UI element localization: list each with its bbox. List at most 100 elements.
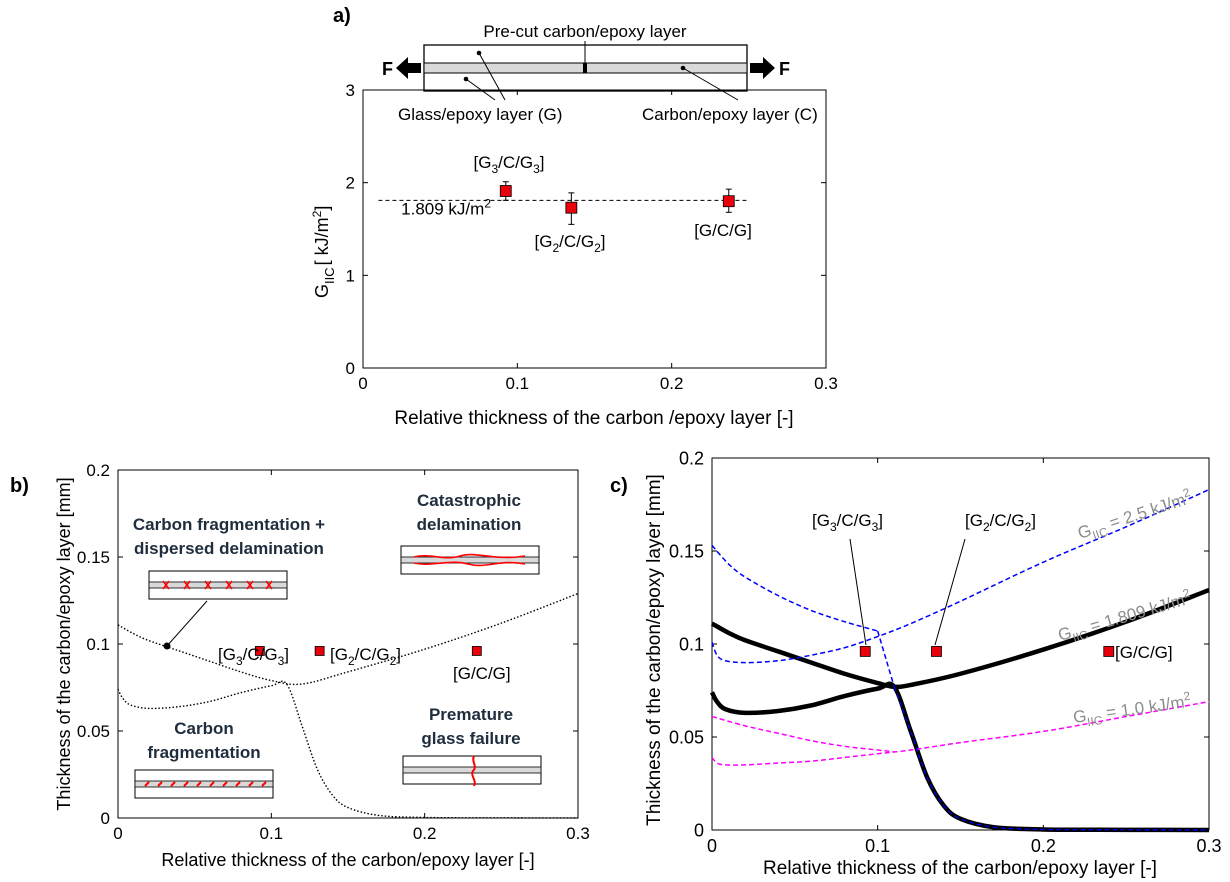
plot-c-series — [709, 488, 1210, 833]
y-tick-label: 1 — [346, 266, 355, 285]
b-point-label-g2cg2: [G2/C/G2] — [330, 645, 401, 668]
precut-label: Pre-cut carbon/epoxy layer — [483, 22, 686, 41]
x-tick-label: 0.1 — [506, 374, 530, 393]
icon-frag — [134, 769, 274, 799]
curve-label-1-809: GIIC = 1.809 kJ/m2 — [1055, 586, 1195, 649]
icon-frag-dispersed — [148, 570, 288, 600]
data-point-marker — [859, 646, 871, 657]
point-label-g2cg2: [G2/C/G2] — [534, 232, 605, 255]
region-labels: Carbon fragmentation + dispersed delamin… — [133, 491, 522, 762]
frag-dispersed-dot — [163, 642, 171, 650]
data-point-marker — [471, 646, 482, 656]
curve-label-2-5: GIIC = 2.5 kJ/m2 — [1074, 485, 1195, 547]
x-tick-label: 0.3 — [814, 374, 838, 393]
plot-b-ticks: 0 0.1 0.2 0.3 0 0.05 0.1 0.15 0.2 — [77, 461, 590, 843]
data-point-marker — [314, 646, 325, 656]
plot-b-points — [254, 646, 482, 656]
curve-label-1-0: GIIC = 1.0 kJ/m2 — [1071, 689, 1193, 731]
region-frag-2: fragmentation — [147, 743, 260, 762]
y-tick-label: 0 — [694, 820, 704, 840]
series-line-magenta — [711, 715, 895, 753]
panel-a-tag: a) — [333, 5, 351, 27]
c-point-label-g3cg3: [G3/C/G3] — [812, 511, 883, 534]
b-point-label-gcg: [G/C/G] — [453, 664, 511, 683]
carbon-leader — [682, 67, 739, 101]
icon-catastrophic — [400, 545, 540, 575]
plot-c-ylabel: Thickness of the carbon/epoxy layer [mm] — [644, 474, 665, 826]
frag-dispersed-leader — [166, 600, 208, 647]
plot-c-points — [859, 646, 1115, 657]
y-tick-label: 0.15 — [77, 548, 110, 567]
series-line-blue — [876, 630, 895, 687]
y-tick-label: 0.1 — [679, 634, 704, 654]
fragment-crosses-icon — [162, 580, 273, 590]
data-point-marker — [1103, 646, 1115, 657]
series-line-blue_overlay — [893, 686, 1210, 831]
c-leader-g2cg2 — [934, 538, 966, 646]
c-point-label-g2cg2: [G2/C/G2] — [965, 511, 1036, 534]
data-point-marker — [722, 195, 735, 208]
c-point-label-gcg: [G/C/G] — [1115, 643, 1173, 662]
x-tick-label: 0.1 — [865, 836, 890, 856]
y-tick-label: 0 — [346, 359, 355, 378]
b-point-label-g3cg3: [G3/C/G3] — [218, 645, 289, 668]
panel-c-tag: c) — [610, 475, 628, 497]
region-catastrophic-2: delamination — [417, 515, 522, 534]
x-tick-label: 0.3 — [566, 824, 590, 843]
fragment-marks-icon — [144, 781, 267, 787]
region-frag-1: Carbon — [174, 719, 234, 738]
x-tick-label: 0.2 — [1031, 836, 1056, 856]
glass-leader-1 — [478, 52, 506, 101]
glass-layer-label: Glass/epoxy layer (G) — [398, 105, 562, 124]
series-line-magenta — [711, 700, 1210, 766]
x-tick-label: 0 — [707, 836, 717, 856]
precut-mark — [583, 63, 587, 73]
arrow-left-icon — [396, 57, 421, 79]
c-leader-g3cg3 — [849, 538, 867, 646]
data-point-marker — [499, 185, 512, 197]
delamination-crack-icon — [413, 553, 526, 559]
y-tick-label: 0.2 — [679, 448, 704, 468]
x-tick-label: 0.2 — [660, 374, 684, 393]
reference-line-label: 1.809 kJ/m2 — [401, 196, 491, 218]
panel-a: a) F F Pre-cut carbon/epoxy layer Glass/… — [310, 5, 838, 429]
x-tick-label: 0.1 — [260, 824, 284, 843]
data-point-marker — [254, 646, 265, 656]
region-premature-1: Premature — [429, 705, 513, 724]
data-point-marker — [931, 646, 942, 657]
series-line-blue — [711, 544, 878, 632]
plot-c-xlabel: Relative thickness of the carbon/epoxy l… — [763, 858, 1157, 879]
plot-b-xlabel: Relative thickness of the carbon/epoxy l… — [161, 850, 534, 870]
point-label-g3cg3: [G3/C/G3] — [473, 153, 544, 176]
y-tick-label: 3 — [346, 81, 355, 100]
series-line-blue — [711, 488, 1210, 664]
panel-c: c) 0 0.1 0.2 0.3 0 0.05 0.1 0.15 0.2 Thickness o… — [610, 448, 1222, 879]
icon-premature — [402, 755, 542, 787]
panel-b-tag: b) — [10, 475, 29, 497]
glass-crack-icon — [471, 755, 476, 787]
y-tick-label: 0.15 — [669, 541, 704, 561]
y-tick-label: 0 — [101, 809, 110, 828]
plot-a-points — [499, 181, 735, 225]
region-premature-2: glass failure — [421, 729, 520, 748]
point-label-gcg: [G/C/G] — [694, 221, 752, 240]
plot-a-ticks: 0 0.1 0.2 0.3 0 1 2 3 — [346, 81, 838, 393]
y-tick-label: 0.05 — [77, 722, 110, 741]
plot-a-xlabel: Relative thickness of the carbon /epoxy … — [394, 408, 793, 429]
x-tick-label: 0 — [113, 824, 122, 843]
x-tick-label: 0.3 — [1196, 836, 1221, 856]
region-frag-dispersed-2: dispersed delamination — [134, 539, 324, 558]
specimen-diagram: F F Pre-cut carbon/epoxy layer Glass/epo… — [382, 22, 818, 124]
y-tick-label: 0.2 — [86, 461, 110, 480]
y-tick-label: 0.05 — [669, 727, 704, 747]
panel-b: b) 0 0.1 0.2 0.3 0 0.05 0.1 0.15 0.2 Thickness o… — [10, 461, 590, 870]
y-tick-label: 2 — [346, 174, 355, 193]
arrow-right-icon — [750, 57, 775, 79]
plot-b-ylabel: Thickness of the carbon/epoxy layer [mm] — [54, 477, 74, 810]
carbon-layer-label: Carbon/epoxy layer (C) — [642, 105, 818, 124]
plot-a-ylabel: GIIC[ kJ/m2] — [310, 206, 337, 298]
region-frag-dispersed-1: Carbon fragmentation + — [133, 515, 325, 534]
region-catastrophic-1: Catastrophic — [417, 491, 521, 510]
force-left-label: F — [382, 59, 393, 79]
